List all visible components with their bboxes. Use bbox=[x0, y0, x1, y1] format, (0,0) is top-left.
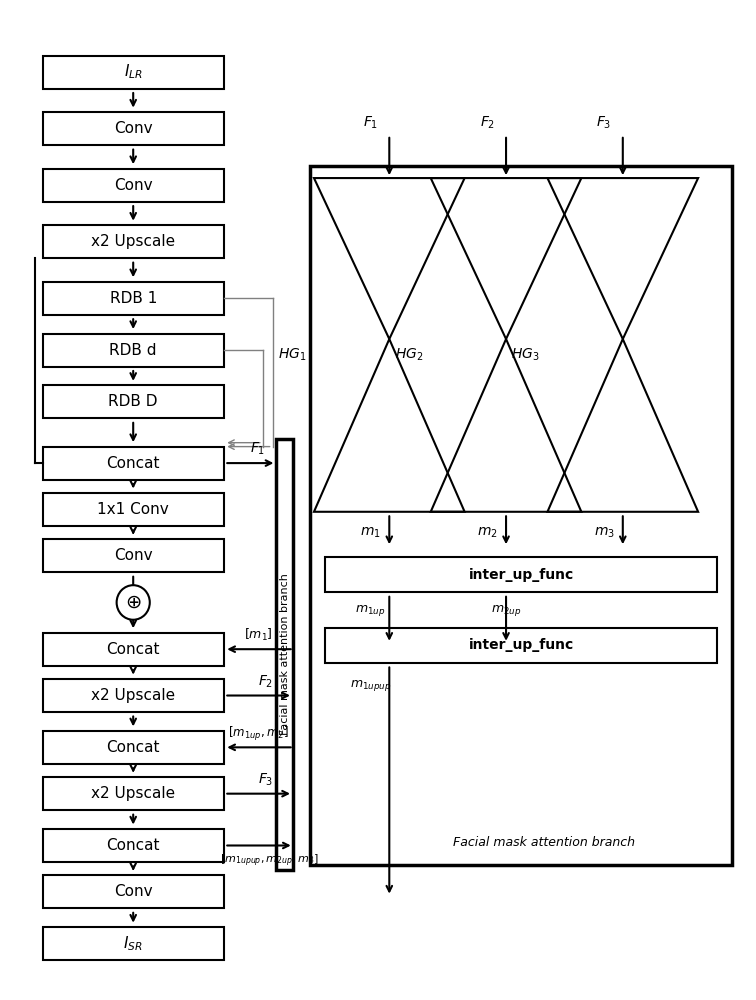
Text: $HG_3$: $HG_3$ bbox=[511, 347, 540, 363]
Text: $HG_1$: $HG_1$ bbox=[278, 347, 306, 363]
FancyBboxPatch shape bbox=[43, 447, 224, 480]
FancyBboxPatch shape bbox=[43, 282, 224, 315]
FancyBboxPatch shape bbox=[43, 334, 224, 367]
Text: $I_{SR}$: $I_{SR}$ bbox=[123, 934, 143, 953]
Text: $F_3$: $F_3$ bbox=[596, 115, 612, 131]
Text: $I_{LR}$: $I_{LR}$ bbox=[124, 63, 143, 81]
FancyBboxPatch shape bbox=[43, 493, 224, 526]
Text: Conv: Conv bbox=[114, 121, 153, 136]
Text: Concat: Concat bbox=[107, 642, 160, 657]
Text: Conv: Conv bbox=[114, 884, 153, 899]
FancyBboxPatch shape bbox=[43, 56, 224, 89]
Text: x2 Upscale: x2 Upscale bbox=[91, 786, 175, 801]
Text: $\oplus$: $\oplus$ bbox=[125, 593, 141, 612]
Text: Conv: Conv bbox=[114, 178, 153, 193]
FancyBboxPatch shape bbox=[43, 777, 224, 810]
FancyBboxPatch shape bbox=[325, 557, 717, 592]
Text: x2 Upscale: x2 Upscale bbox=[91, 688, 175, 703]
FancyBboxPatch shape bbox=[43, 679, 224, 712]
Text: Facial mask attention branch: Facial mask attention branch bbox=[453, 836, 635, 849]
Text: $F_1$: $F_1$ bbox=[250, 441, 265, 457]
Text: $HG_2$: $HG_2$ bbox=[395, 347, 423, 363]
FancyBboxPatch shape bbox=[43, 829, 224, 862]
FancyBboxPatch shape bbox=[43, 539, 224, 572]
Text: $F_3$: $F_3$ bbox=[258, 771, 274, 788]
Text: RDB 1: RDB 1 bbox=[110, 291, 157, 306]
Circle shape bbox=[116, 585, 150, 620]
Text: $m_{1upup}$: $m_{1upup}$ bbox=[350, 678, 392, 693]
Text: Concat: Concat bbox=[107, 456, 160, 471]
Text: x2 Upscale: x2 Upscale bbox=[91, 234, 175, 249]
Text: 1x1 Conv: 1x1 Conv bbox=[98, 502, 169, 517]
FancyBboxPatch shape bbox=[43, 633, 224, 666]
FancyBboxPatch shape bbox=[43, 385, 224, 418]
FancyBboxPatch shape bbox=[276, 439, 293, 870]
Text: inter_up_func: inter_up_func bbox=[469, 568, 574, 582]
Text: $m_2$: $m_2$ bbox=[477, 525, 497, 540]
Text: $m_3$: $m_3$ bbox=[593, 525, 615, 540]
Text: Conv: Conv bbox=[114, 548, 153, 563]
Text: $[m_1]$: $[m_1]$ bbox=[244, 627, 273, 643]
Text: RDB D: RDB D bbox=[108, 394, 158, 409]
FancyBboxPatch shape bbox=[43, 731, 224, 764]
Text: $F_1$: $F_1$ bbox=[363, 115, 378, 131]
Text: $F_2$: $F_2$ bbox=[479, 115, 495, 131]
Text: inter_up_func: inter_up_func bbox=[469, 638, 574, 652]
FancyBboxPatch shape bbox=[43, 875, 224, 908]
Text: Concat: Concat bbox=[107, 740, 160, 755]
FancyBboxPatch shape bbox=[43, 112, 224, 145]
FancyBboxPatch shape bbox=[43, 169, 224, 202]
Text: $[m_{1up},m_2]$: $[m_{1up},m_2]$ bbox=[228, 725, 289, 743]
Text: $m_{2up}$: $m_{2up}$ bbox=[491, 603, 522, 618]
FancyBboxPatch shape bbox=[310, 166, 732, 865]
Text: $F_2$: $F_2$ bbox=[258, 673, 274, 690]
FancyBboxPatch shape bbox=[43, 225, 224, 258]
FancyBboxPatch shape bbox=[43, 927, 224, 960]
Text: Concat: Concat bbox=[107, 838, 160, 853]
Text: $m_1$: $m_1$ bbox=[360, 525, 381, 540]
Text: $[m_{1upup},m_{2up},m_3]$: $[m_{1upup},m_{2up},m_3]$ bbox=[220, 852, 319, 869]
Text: Facial mask attention branch: Facial mask attention branch bbox=[280, 573, 290, 735]
Text: $m_{1up}$: $m_{1up}$ bbox=[355, 603, 386, 618]
FancyBboxPatch shape bbox=[325, 628, 717, 663]
Text: RDB d: RDB d bbox=[110, 343, 157, 358]
